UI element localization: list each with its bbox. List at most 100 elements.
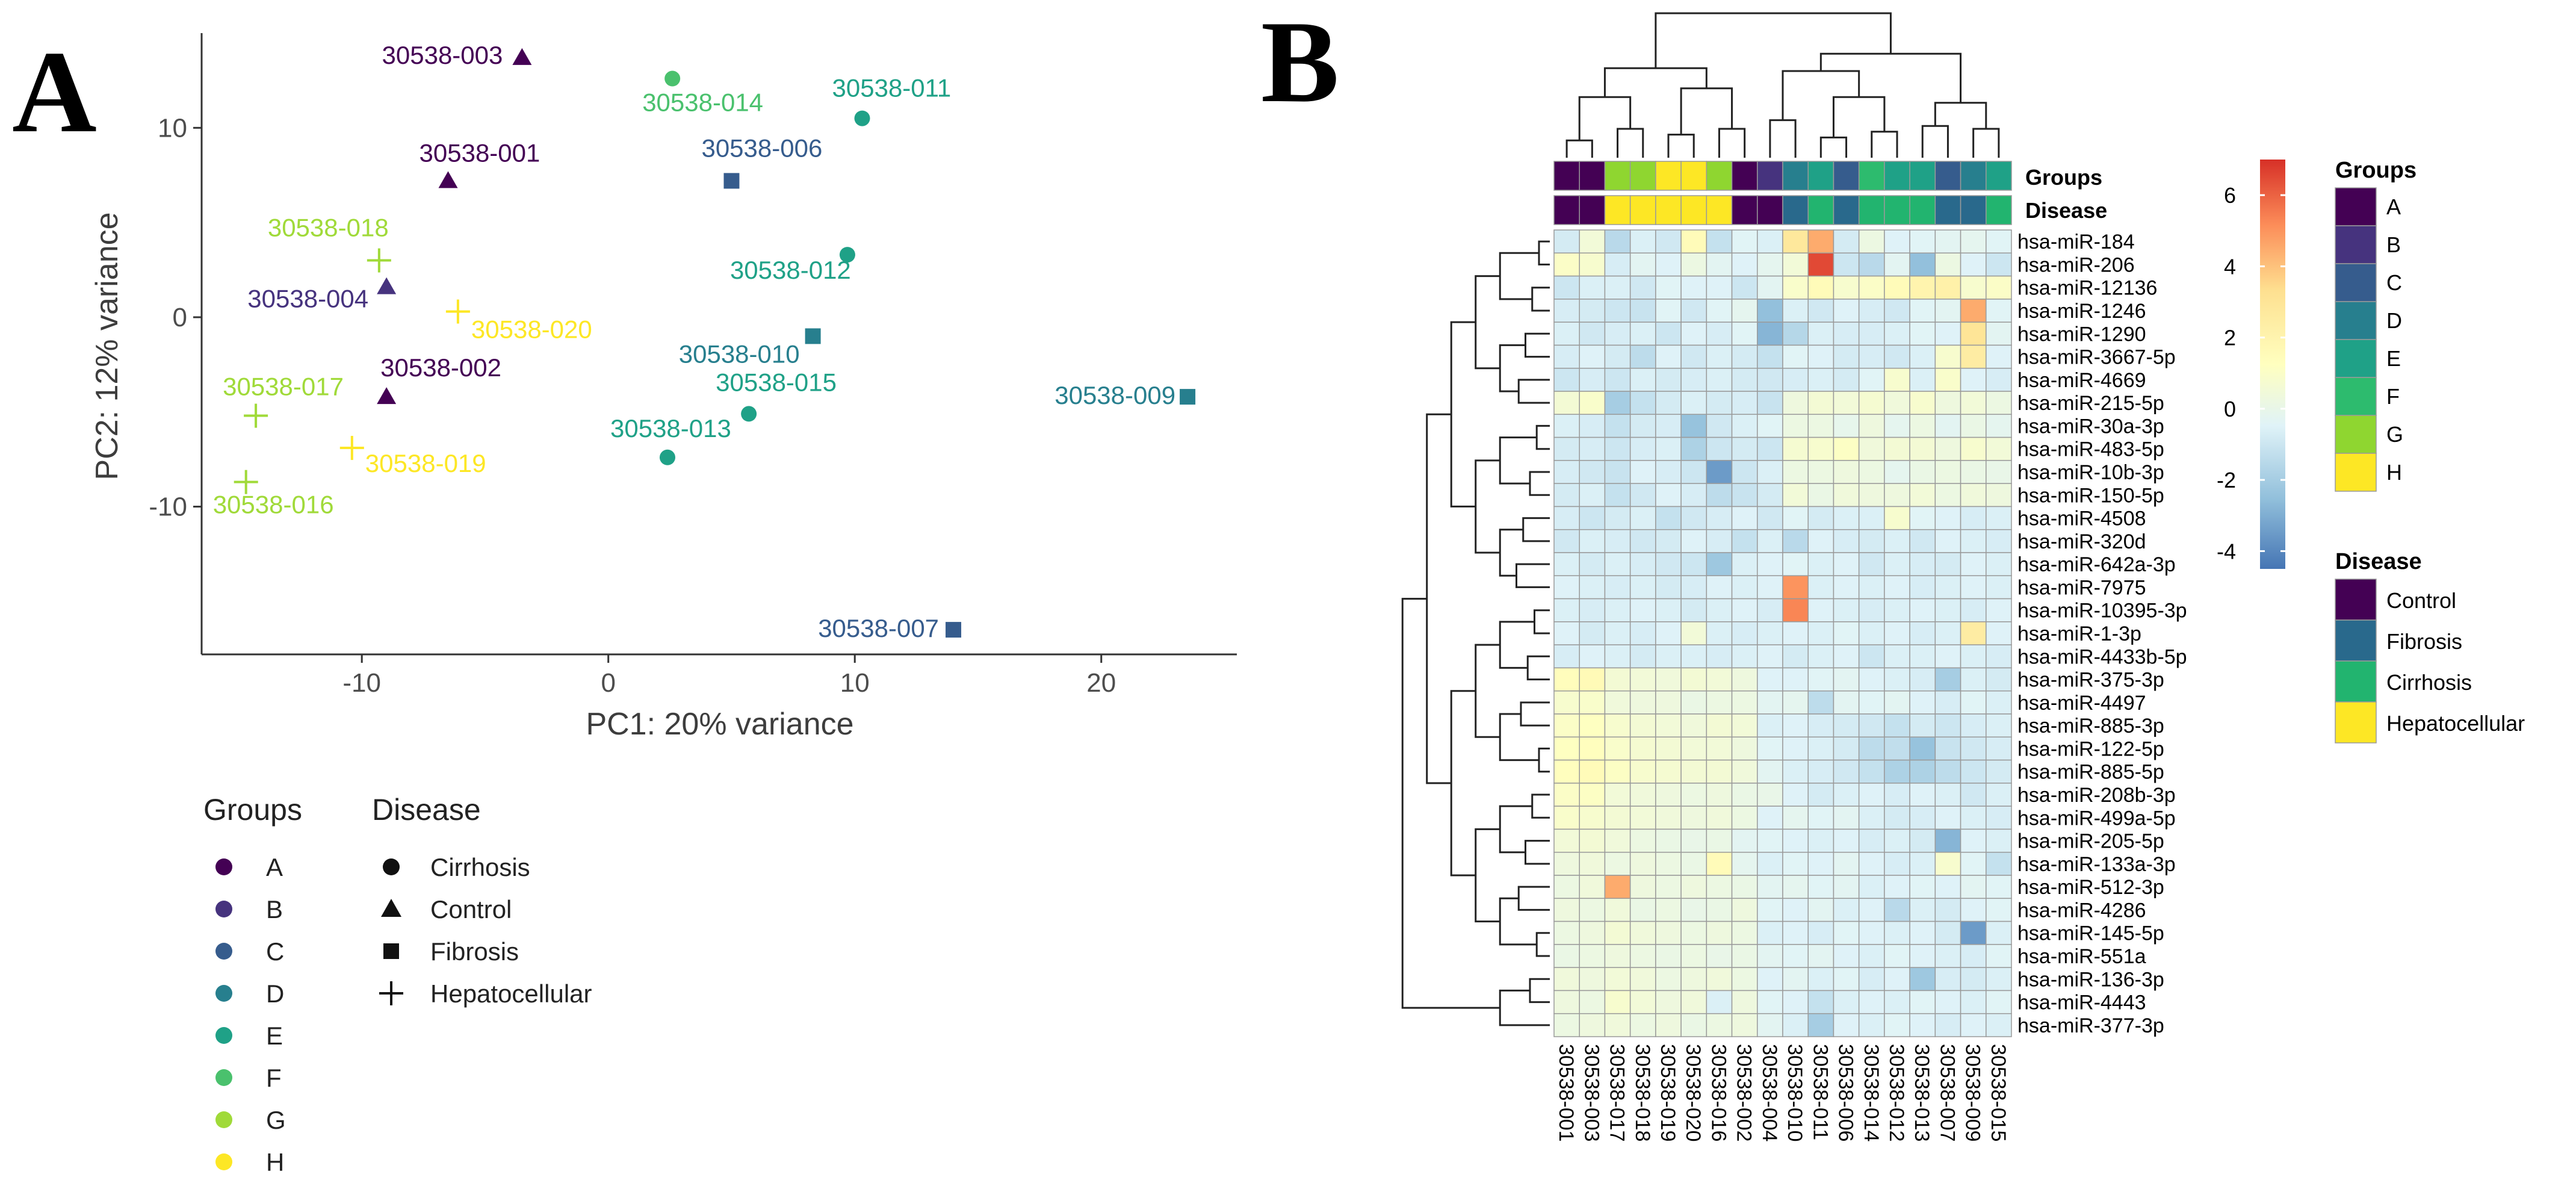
heatmap-cell [1833,713,1860,738]
disease-legend-label: Fibrosis [430,937,519,966]
heatmap-cell [1807,667,1834,692]
heatmap-cell [1934,391,1961,415]
heatmap-cell [1757,898,1783,922]
heatmap-cell [1604,944,1631,968]
column-label: 30538-007 [1936,1044,1958,1142]
heatmap-cell [1934,713,1961,738]
heatmap-cell [1909,851,1936,876]
heatmap-cell [1706,920,1733,945]
heatmap-cell [1757,575,1783,600]
heatmap-cell [1909,967,1936,992]
heatmap-cell [1579,598,1606,622]
heatmap-cell [1909,506,1936,530]
group-f-swatch [215,1069,232,1086]
heatmap-cell [1782,321,1809,346]
heatmap-cell [1884,506,1910,530]
heatmap-cell [1782,920,1809,945]
heatmap-cell [1655,944,1682,968]
heatmap-cell [1579,644,1606,669]
heatmap-cell [1629,229,1656,254]
point-30538-016 [234,470,258,494]
heatmap-cell [1986,299,2012,323]
groups-bar-label: Groups [2025,165,2102,190]
colorbar-tick-label: 4 [2224,254,2236,279]
heatmap-cell [1782,1013,1809,1037]
heatmap-cell [1680,690,1708,715]
heatmap-cell [1807,851,1834,876]
heatmap-cell [1680,621,1708,645]
heatmap-cell [1629,644,1656,669]
group-annotation-cell [1706,161,1733,191]
heatmap-cell [1960,529,1987,553]
heatmap-cell [1731,367,1758,392]
dendrogram-branch [1718,128,1746,158]
heatmap-cell [1731,299,1758,323]
dendrogram-branch [1680,87,1733,135]
heatmap-cell [1960,667,1987,692]
heatmap-cell [1986,644,2012,669]
heatmap-cell [1629,920,1656,945]
point-label: 30538-011 [832,74,952,102]
heatmap-cell [1680,759,1708,784]
heatmap-cell [1833,783,1860,807]
heatmap-cell [1833,367,1860,392]
heatmap-cell [1884,552,1910,577]
plus-icon [379,981,403,1005]
dendrogram-branch [1617,128,1644,158]
heatmap-cell [1731,229,1758,254]
heatmap-cell [1680,944,1708,968]
heatmap-cell [1553,828,1580,853]
heatmap-cell [1706,436,1733,461]
heatmap-cell [1553,875,1580,899]
disease-annotation-cell [1731,195,1758,225]
heatmap-cell [1706,414,1733,438]
heatmap-cell [1884,321,1910,346]
heatmap-cell [1858,759,1885,784]
heatmap-cell [1604,414,1631,438]
dendrogram-branch [1535,932,1550,957]
row-label: hsa-miR-4508 [2017,507,2146,530]
heatmap-cell [1757,483,1783,507]
heatmap-cell [1706,506,1733,530]
heatmap-cell [1858,598,1885,622]
heatmap-cell [1680,805,1708,830]
heatmap-cell [1731,783,1758,807]
heatmap-cell [1782,783,1809,807]
heatmap-cell [1986,483,2012,507]
point-label: 30538-006 [701,134,822,162]
heatmap-cell [1833,967,1860,992]
heatmap-cell [1706,344,1733,369]
row-label: hsa-miR-30a-3p [2017,415,2164,438]
heatmap-cell [1884,990,1910,1014]
row-label: hsa-miR-184 [2017,231,2135,253]
heatmap-cell [1807,529,1834,553]
hm-group-legend-label: D [2386,308,2402,333]
row-label: hsa-miR-4669 [2017,369,2146,392]
heatmap-cell [1909,920,1936,945]
heatmap-cell [1960,483,1987,507]
heatmap-cell [1986,920,2012,945]
heatmap-cell [1731,713,1758,738]
heatmap-cell [1807,367,1834,392]
hm-groups-legend-title: Groups [2335,158,2417,183]
point-30538-012 [839,247,855,263]
heatmap-cell [1909,783,1936,807]
heatmap-cell [1629,759,1656,784]
heatmap-cell [1960,391,1987,415]
heatmap-cell [1680,644,1708,669]
heatmap-cell [1807,575,1834,600]
group-annotation-cell [1909,161,1936,191]
heatmap-cell [1858,506,1885,530]
hm-group-legend-label: A [2386,194,2401,219]
heatmap-cell [1655,299,1682,323]
heatmap-cell [1782,828,1809,853]
heatmap-cell [1655,667,1682,692]
heatmap-cell [1909,621,1936,645]
dendrogram-branch [1769,119,1797,158]
heatmap-cell [1909,990,1936,1014]
heatmap-cell [1604,667,1631,692]
heatmap-cell [1782,436,1809,461]
heatmap-cell [1579,713,1606,738]
heatmap-cell [1680,506,1708,530]
heatmap-colorbar: 6 4 2 0 -2 -4 [2217,160,2285,569]
